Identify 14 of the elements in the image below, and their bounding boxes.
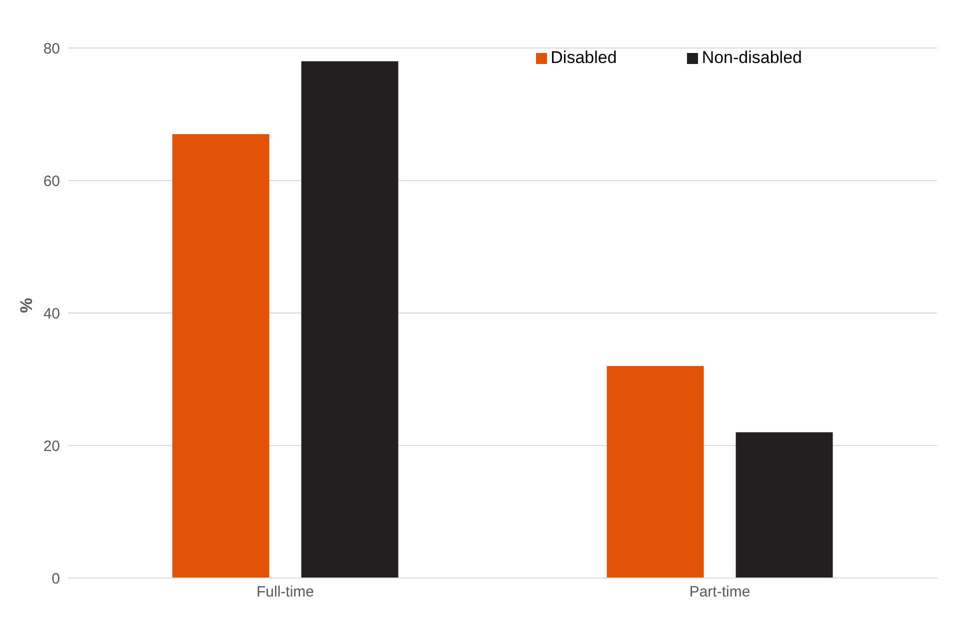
y-tick-label: 0 bbox=[52, 570, 60, 588]
y-tick-label: 60 bbox=[43, 172, 60, 190]
x-tick-label: Full-time bbox=[256, 584, 314, 601]
y-tick-label: 40 bbox=[43, 305, 60, 322]
bar bbox=[736, 432, 833, 578]
bar bbox=[606, 366, 704, 578]
y-tick-label: 80 bbox=[43, 40, 60, 58]
legend-label: Non-disabled bbox=[702, 48, 802, 67]
y-tick-label: 20 bbox=[43, 438, 60, 455]
legend-label: Disabled bbox=[550, 48, 617, 67]
bar bbox=[172, 134, 270, 578]
bar bbox=[301, 61, 398, 578]
x-tick-label: Part-time bbox=[689, 584, 750, 601]
y-axis-title: % bbox=[17, 298, 36, 313]
